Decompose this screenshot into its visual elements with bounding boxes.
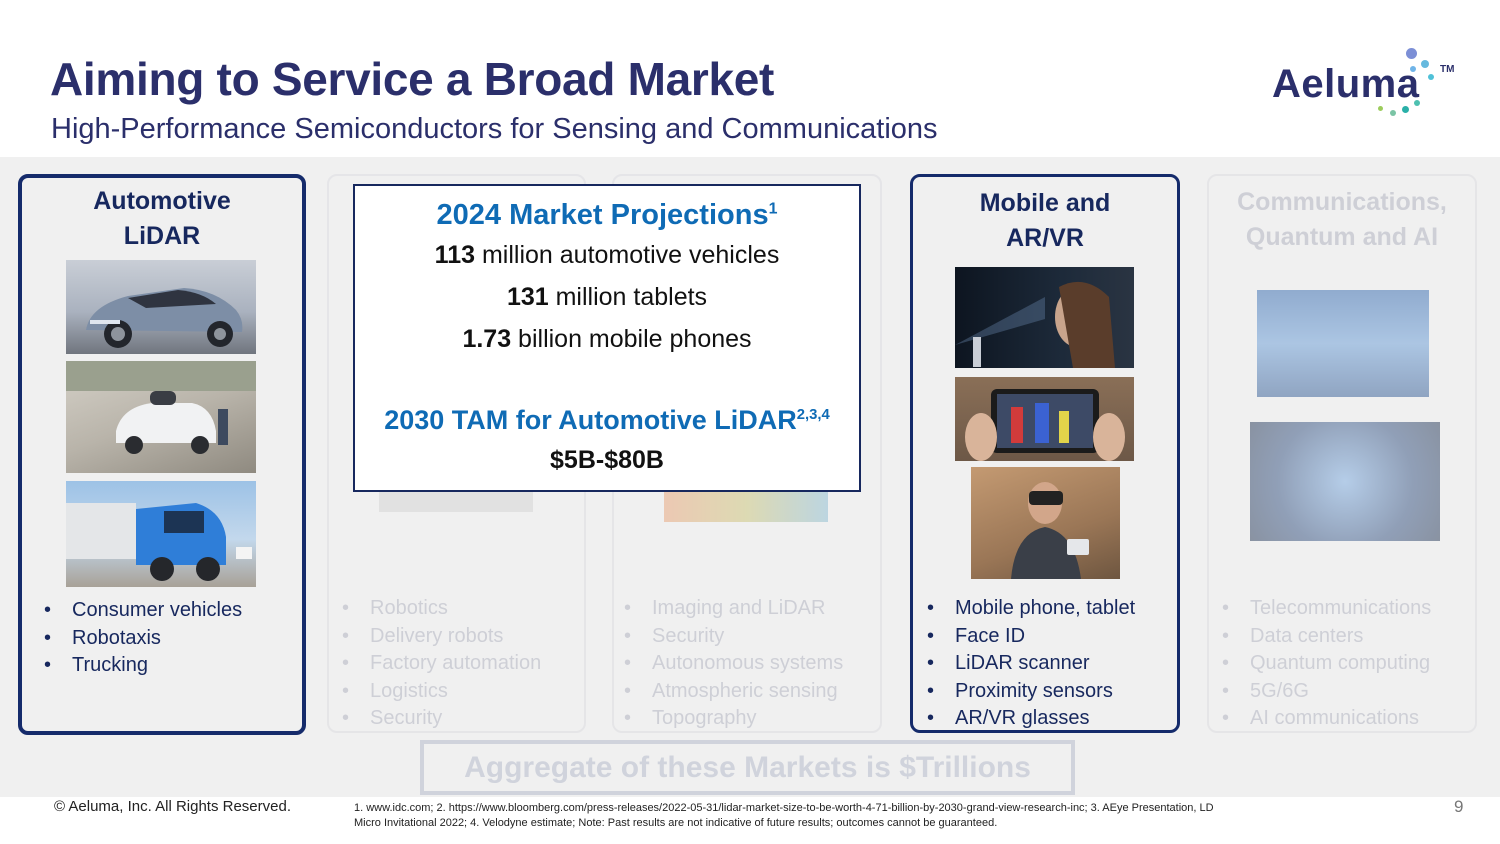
list-item: Data centers — [1222, 623, 1431, 651]
suv-concept-car-photo — [66, 260, 256, 354]
list-item: Security — [624, 623, 843, 651]
list-item: Delivery robots — [342, 623, 541, 651]
list-item: Telecommunications — [1222, 595, 1431, 623]
list-item: Robotics — [342, 595, 541, 623]
page-number: 9 — [1454, 797, 1464, 816]
projection-label: million automotive vehicles — [475, 241, 780, 269]
robotaxi-photo — [66, 361, 256, 473]
list-item: Consumer vehicles — [44, 597, 242, 625]
list-item: Autonomous systems — [624, 650, 843, 678]
footnotes: 1. www.idc.com; 2. https://www.bloomberg… — [354, 802, 1214, 829]
tam-heading-text: 2030 TAM for Automotive LiDAR — [384, 405, 797, 435]
bullet-list: Imaging and LiDAR Security Autonomous sy… — [624, 595, 843, 733]
bullet-list: Robotics Delivery robots Factory automat… — [342, 595, 541, 733]
list-item: Proximity sensors — [927, 678, 1135, 706]
card-automotive-lidar: Automotive LiDAR Consumer vehicle — [18, 174, 306, 735]
card-title: Communications, Quantum and AI — [1209, 185, 1475, 255]
projections-heading-text: 2024 Market Projections — [436, 199, 769, 231]
card-title-line: Automotive — [93, 187, 231, 215]
list-item: Factory automation — [342, 650, 541, 678]
projection-label: billion mobile phones — [511, 325, 752, 353]
card-title: Mobile and AR/VR — [913, 186, 1177, 256]
card-robotics: Robotics Delivery robots Factory automat… — [327, 174, 586, 733]
projection-line: 131 million tablets — [355, 276, 859, 318]
logo-wordmark: Aeluma — [1272, 62, 1420, 106]
list-item: Atmospheric sensing — [624, 678, 843, 706]
autonomous-truck-photo — [66, 481, 256, 587]
projection-value: 1.73 — [462, 325, 512, 353]
topography-photo — [664, 486, 828, 522]
list-item: Quantum computing — [1222, 650, 1431, 678]
tablet-ar-photo — [955, 377, 1134, 461]
projections-heading: 2024 Market Projections1 — [355, 196, 859, 234]
list-item: Security — [342, 705, 541, 733]
list-item: AR/VR glasses — [927, 705, 1135, 733]
projection-line: 1.73 billion mobile phones — [355, 318, 859, 360]
card-title: Automotive LiDAR — [22, 184, 302, 254]
list-item: 5G/6G — [1222, 678, 1431, 706]
projection-value: 131 — [506, 283, 549, 311]
logo-dot — [1421, 60, 1429, 68]
list-item: LiDAR scanner — [927, 650, 1135, 678]
projection-value: 113 — [434, 241, 476, 269]
logo-dot — [1428, 74, 1434, 80]
bullet-list: Consumer vehicles Robotaxis Trucking — [44, 597, 242, 680]
logo-trademark: TM — [1440, 64, 1455, 75]
card-title-line: AR/VR — [1006, 224, 1084, 252]
ai-chip-graphic — [1250, 422, 1440, 541]
projection-label: million tablets — [548, 283, 708, 311]
list-item: Robotaxis — [44, 625, 242, 653]
copyright: © Aeluma, Inc. All Rights Reserved. — [54, 798, 291, 815]
tam-heading: 2030 TAM for Automotive LiDAR2,3,4 — [355, 402, 859, 438]
card-title-line: Mobile and — [979, 189, 1111, 217]
vr-headset-photo — [971, 467, 1120, 579]
list-item: Logistics — [342, 678, 541, 706]
logo-dot — [1390, 110, 1396, 116]
logo-dot — [1410, 66, 1416, 72]
footnote-ref: 1 — [768, 200, 778, 218]
footnote-ref: 2,3,4 — [796, 407, 830, 423]
logo-dot — [1414, 100, 1420, 106]
bullet-list: Mobile phone, tablet Face ID LiDAR scann… — [927, 595, 1135, 733]
list-item: Imaging and LiDAR — [624, 595, 843, 623]
tam-value: $5B-$80B — [550, 446, 664, 474]
list-item: Trucking — [44, 652, 242, 680]
logo-dot — [1402, 106, 1409, 113]
data-center-photo — [1257, 290, 1429, 397]
list-item: Topography — [624, 705, 843, 733]
bullet-list: Telecommunications Data centers Quantum … — [1222, 595, 1431, 733]
logo-dot — [1378, 106, 1383, 111]
card-title-line: LiDAR — [123, 222, 201, 250]
list-item: Face ID — [927, 623, 1135, 651]
list-item: Mobile phone, tablet — [927, 595, 1135, 623]
aeluma-logo: Aeluma TM — [1268, 44, 1468, 120]
list-item: AI communications — [1222, 705, 1431, 733]
card-mobile-arvr: Mobile and AR/VR Mobile phone, ta — [910, 174, 1180, 733]
card-title-line: Quantum and AI — [1245, 223, 1439, 251]
page-title: Aiming to Service a Broad Market — [50, 53, 775, 105]
projection-line: 113 million automotive vehicles — [355, 234, 859, 276]
aggregate-banner: Aggregate of these Markets is $Trillions — [420, 740, 1075, 795]
market-projections-box: 2024 Market Projections1 113 million aut… — [353, 184, 861, 492]
logo-dot — [1406, 48, 1417, 59]
face-scan-photo — [955, 267, 1134, 368]
card-communications: Communications, Quantum and AI Telecommu… — [1207, 174, 1477, 733]
card-title-line: Communications, — [1237, 188, 1447, 216]
page-subtitle: High-Performance Semiconductors for Sens… — [51, 113, 938, 145]
